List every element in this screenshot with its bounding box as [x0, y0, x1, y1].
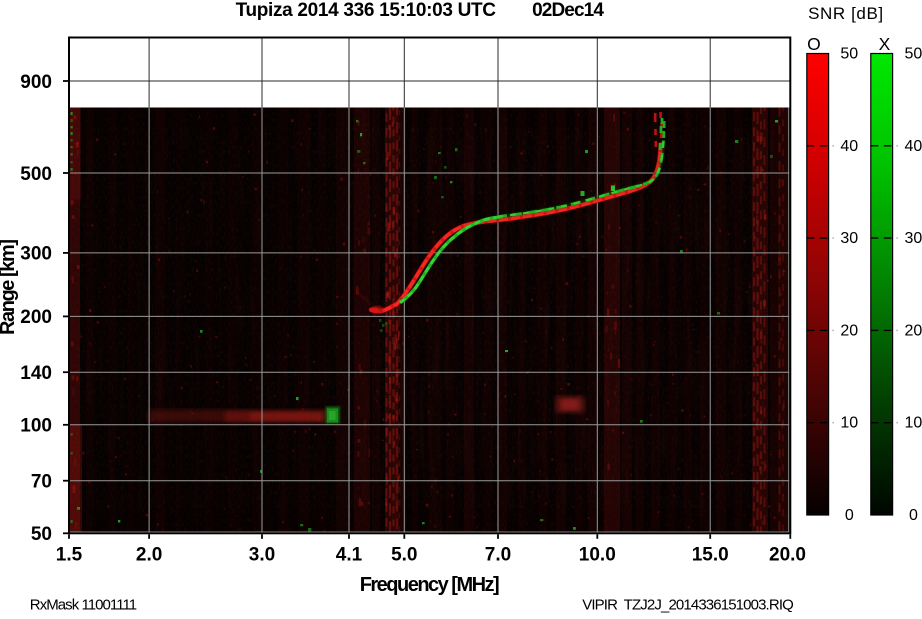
- svg-text:50: 50: [840, 46, 858, 63]
- svg-text:2.0: 2.0: [136, 544, 162, 565]
- svg-text:140: 140: [20, 363, 52, 384]
- svg-text:50: 50: [905, 46, 922, 63]
- svg-text:200: 200: [20, 307, 52, 328]
- svg-text:10.0: 10.0: [579, 544, 616, 565]
- svg-text:15.0: 15.0: [692, 544, 729, 565]
- svg-text:100: 100: [20, 416, 52, 437]
- svg-text:SNR [dB]: SNR [dB]: [808, 4, 883, 23]
- svg-text:20: 20: [905, 322, 922, 339]
- svg-text:7.0: 7.0: [485, 544, 511, 565]
- svg-text:50: 50: [31, 524, 52, 545]
- svg-text:0: 0: [845, 507, 854, 524]
- svg-text:70: 70: [31, 472, 52, 493]
- svg-text:RxMask 11001111: RxMask 11001111: [30, 597, 137, 614]
- svg-text:0: 0: [909, 507, 918, 524]
- svg-text:10: 10: [905, 415, 922, 432]
- svg-text:30: 30: [840, 230, 858, 247]
- svg-text:30: 30: [905, 230, 922, 247]
- svg-text:40: 40: [905, 138, 922, 155]
- svg-text:02Dec14: 02Dec14: [532, 0, 604, 21]
- svg-text:300: 300: [20, 244, 52, 265]
- svg-text:5.0: 5.0: [391, 544, 417, 565]
- svg-text:X: X: [879, 34, 891, 54]
- svg-text:500: 500: [20, 164, 52, 185]
- svg-text:10: 10: [840, 415, 858, 432]
- svg-text:1.5: 1.5: [56, 544, 83, 565]
- svg-text:900: 900: [20, 72, 52, 93]
- svg-text:3.0: 3.0: [249, 544, 275, 565]
- svg-text:40: 40: [840, 138, 858, 155]
- svg-text:Frequency [MHz]: Frequency [MHz]: [360, 574, 500, 596]
- svg-text:20.0: 20.0: [769, 544, 806, 565]
- svg-text:Range [km]: Range [km]: [0, 239, 19, 335]
- svg-text:Tupiza 2014 336 15:10:03 UTC: Tupiza 2014 336 15:10:03 UTC: [236, 0, 497, 21]
- svg-text:O: O: [807, 34, 821, 54]
- svg-text:20: 20: [840, 322, 858, 339]
- svg-text:4.1: 4.1: [336, 544, 363, 565]
- svg-text:VIPIR TZJ2J_2014336151003.RIQ: VIPIR TZJ2J_2014336151003.RIQ: [582, 597, 794, 614]
